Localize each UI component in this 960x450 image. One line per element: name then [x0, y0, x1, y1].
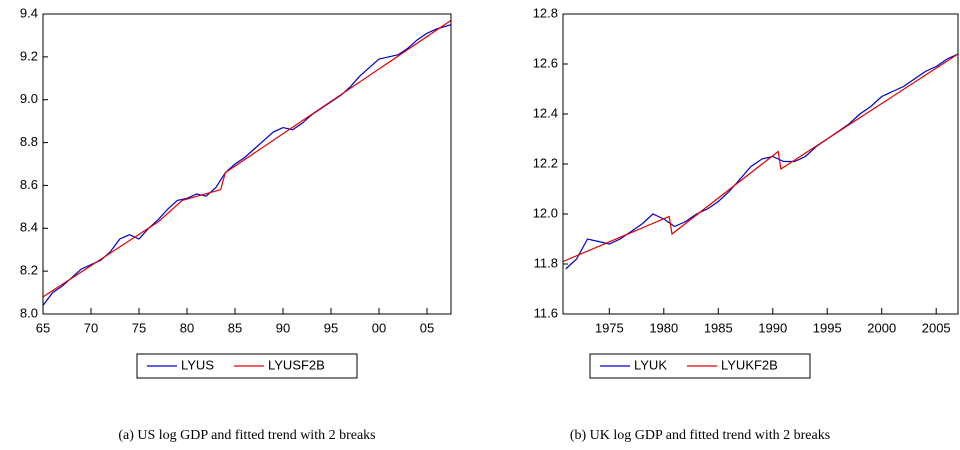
y-tick-label: 9.2	[20, 48, 38, 63]
legend-label: LYUKF2B	[721, 357, 778, 372]
y-tick-label: 12.4	[533, 105, 558, 120]
x-tick-label: 00	[372, 320, 386, 335]
x-tick-label: 1985	[704, 320, 733, 335]
y-tick-label: 12.0	[533, 205, 558, 220]
x-tick-label: 75	[132, 320, 146, 335]
series-line	[42, 24, 452, 306]
y-tick-label: 12.2	[533, 155, 558, 170]
x-tick-label: 65	[36, 320, 50, 335]
series-line	[562, 53, 959, 263]
series-line	[42, 19, 452, 298]
series-line	[565, 53, 959, 270]
plot-frame	[42, 13, 452, 315]
y-tick-label: 12.6	[533, 55, 558, 70]
y-tick-label: 11.8	[534, 255, 558, 270]
plot-frame	[562, 13, 959, 315]
y-tick-label: 8.2	[20, 263, 38, 278]
x-tick-label: 1995	[813, 320, 842, 335]
y-tick-label: 8.4	[20, 220, 38, 235]
legend-label: LYUSF2B	[268, 357, 325, 372]
y-tick-label: 8.0	[20, 305, 38, 320]
legend-label: LYUK	[634, 357, 667, 372]
caption: (a) US log GDP and fitted trend with 2 b…	[118, 428, 375, 443]
x-tick-label: 1990	[758, 320, 787, 335]
y-tick-label: 8.6	[20, 177, 38, 192]
x-tick-label: 85	[228, 320, 242, 335]
legend-label: LYUS	[181, 357, 214, 372]
x-tick-label: 80	[180, 320, 194, 335]
x-tick-label: 70	[84, 320, 98, 335]
caption: (b) UK log GDP and fitted trend with 2 b…	[570, 428, 830, 443]
x-tick-label: 95	[324, 320, 338, 335]
y-tick-label: 11.6	[534, 305, 558, 320]
x-tick-label: 1980	[649, 320, 678, 335]
y-tick-label: 12.8	[533, 5, 558, 20]
x-tick-label: 90	[276, 320, 290, 335]
x-tick-label: 1975	[595, 320, 624, 335]
x-tick-label: 2005	[922, 320, 951, 335]
x-tick-label: 05	[420, 320, 434, 335]
y-tick-label: 9.4	[20, 5, 38, 20]
y-tick-label: 9.0	[20, 91, 38, 106]
y-tick-label: 8.8	[20, 134, 38, 149]
x-tick-label: 2000	[867, 320, 896, 335]
